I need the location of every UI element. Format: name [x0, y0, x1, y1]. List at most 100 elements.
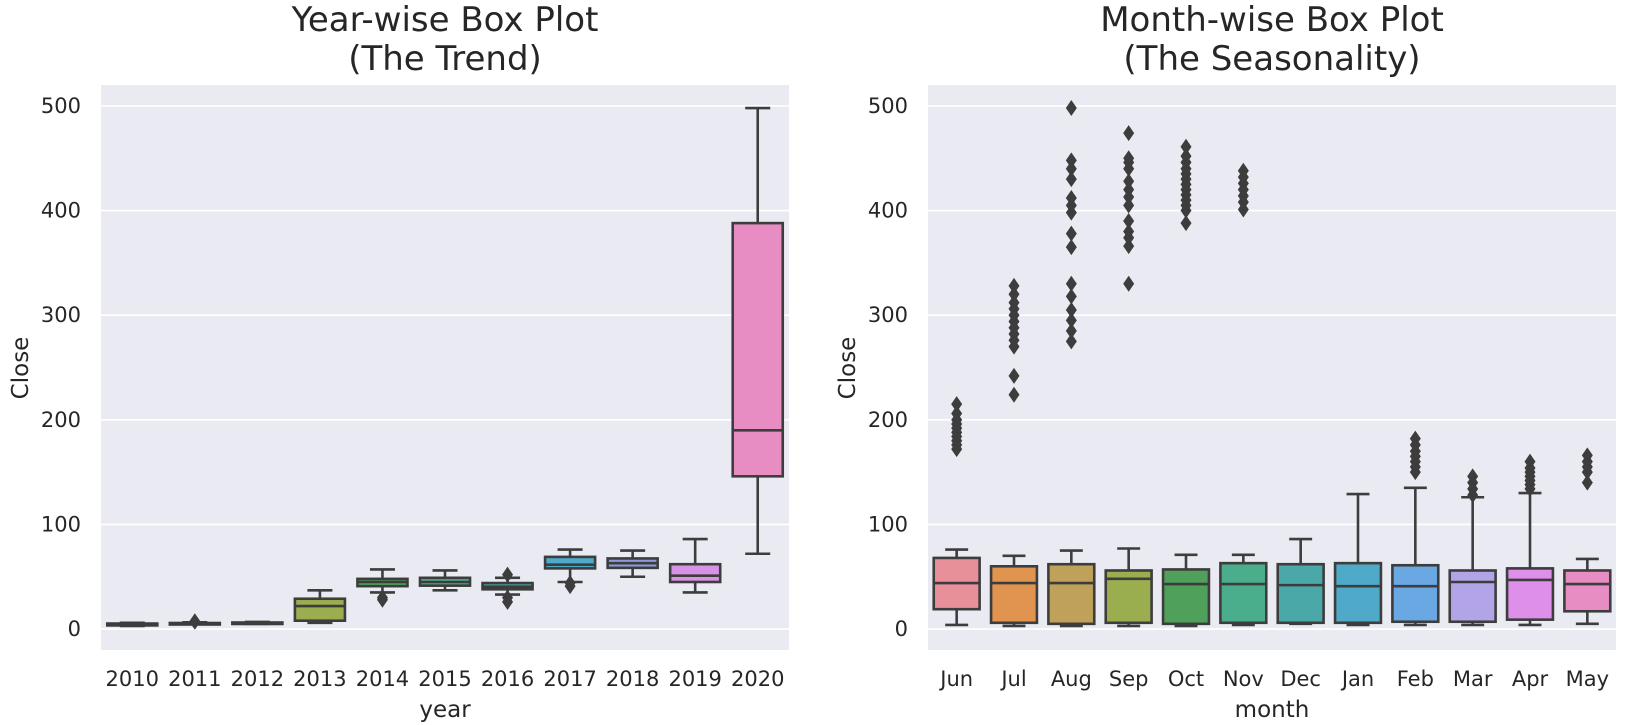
outlier-point	[1065, 171, 1077, 188]
outlier-point	[1065, 100, 1077, 117]
x-tick-label: 2013	[293, 667, 346, 691]
x-tick-label: Nov	[1223, 667, 1264, 691]
box-2018	[606, 549, 659, 579]
chart-title-line-1: Year-wise Box Plot	[291, 0, 599, 40]
x-tick-label: 2014	[356, 667, 409, 691]
iqr-box	[293, 597, 347, 623]
outlier-point	[1065, 312, 1077, 329]
outlier-point	[376, 589, 388, 606]
box-Apr	[1505, 453, 1555, 627]
box-2015	[418, 569, 472, 592]
chart-title-line-1: Month-wise Box Plot	[1100, 0, 1444, 40]
box-Jun	[932, 396, 981, 627]
outlier-point	[951, 396, 963, 413]
outlier-point	[1581, 474, 1593, 491]
y-tick-label: 200	[868, 408, 908, 432]
x-tick-labels: Jun Jul Aug Sep Oct Nov Dec Jan Feb Mar Apr May	[938, 667, 1609, 691]
box-2012	[231, 620, 284, 626]
outlier-point	[1409, 430, 1421, 447]
iqr-box	[1161, 568, 1211, 626]
y-axis-label: Close	[8, 337, 34, 400]
box-2011	[168, 613, 222, 630]
x-tick-label: May	[1566, 667, 1609, 691]
iqr-box	[543, 555, 597, 570]
chart-title-line-2: (The Seasonality)	[1123, 39, 1420, 79]
outlier-point	[1123, 213, 1135, 230]
outlier-point	[1008, 277, 1020, 294]
box-2014	[356, 568, 409, 608]
box-Feb	[1391, 430, 1440, 627]
y-axis-label: Close	[835, 337, 861, 400]
outlier-point	[502, 566, 514, 583]
outlier-point	[1065, 275, 1077, 292]
x-tick-label: 2011	[168, 667, 221, 691]
box-2010	[105, 621, 159, 628]
x-tick-label: Mar	[1453, 667, 1493, 691]
y-tick-label: 100	[868, 512, 908, 536]
outlier-point	[502, 589, 514, 606]
outlier-point	[1065, 239, 1077, 256]
outlier-point	[1008, 386, 1020, 403]
box-May	[1563, 447, 1612, 626]
iqr-box	[668, 562, 722, 584]
x-tick-label: 2015	[418, 667, 471, 691]
chart-title-line-2: (The Trend)	[348, 39, 542, 79]
x-tick-label: 2016	[481, 667, 534, 691]
outlier-point	[1467, 468, 1479, 485]
gridlines	[928, 105, 1616, 630]
outlier-point	[1524, 453, 1536, 470]
outlier-point	[1065, 301, 1077, 318]
outlier-point	[951, 405, 963, 422]
outlier-point	[1180, 215, 1192, 232]
plot-area	[928, 85, 1616, 650]
box-Nov	[1219, 162, 1268, 627]
outlier-point	[1237, 162, 1249, 179]
outlier-point	[1065, 225, 1077, 242]
outlier-point	[1123, 197, 1135, 214]
outlier-point	[1123, 173, 1135, 190]
x-axis-label: year	[419, 697, 471, 723]
x-tick-label: Apr	[1512, 667, 1549, 691]
y-tick-label: 300	[41, 303, 81, 327]
outlier-point	[1123, 275, 1135, 292]
x-tick-label: Jan	[1340, 667, 1374, 691]
y-tick-label: 200	[41, 408, 81, 432]
y-tick-label: 0	[68, 617, 81, 641]
iqr-box	[1448, 569, 1497, 624]
outlier-point	[1065, 322, 1077, 339]
outlier-point	[1065, 190, 1077, 206]
plot-area	[101, 85, 789, 650]
outlier-point	[1008, 294, 1020, 311]
x-tick-label: Sep	[1109, 667, 1149, 691]
box-2019	[668, 537, 722, 594]
box-Jul	[989, 277, 1039, 628]
outlier-point	[1065, 288, 1077, 305]
outlier-point	[1123, 223, 1135, 240]
y-tick-label: 500	[41, 94, 81, 118]
y-tick-labels: 0 100 200 300 400 500	[41, 94, 81, 641]
x-tick-label: 2019	[668, 667, 721, 691]
y-tick-label: 400	[868, 199, 908, 223]
outlier-point	[564, 575, 576, 592]
box-Oct	[1161, 138, 1211, 628]
box-Mar	[1448, 468, 1497, 627]
x-tick-label: 2018	[606, 667, 659, 691]
outlier-point	[1065, 160, 1077, 177]
x-tick-label: Dec	[1280, 667, 1321, 691]
x-tick-label: Aug	[1051, 667, 1092, 691]
month-wise-box-plot: 0 100 200 300 400 500 Jun Jul Aug Sep Oct Nov Dec Ja…	[835, 0, 1616, 723]
outlier-point	[1180, 138, 1192, 155]
iqr-box	[1219, 561, 1268, 625]
box-2013	[293, 589, 347, 625]
iqr-box	[1505, 567, 1555, 621]
y-tick-label: 100	[41, 512, 81, 536]
y-tick-labels: 0 100 200 300 400 500	[868, 94, 908, 641]
outlier-point	[1581, 447, 1593, 464]
x-tick-label: 2012	[231, 667, 284, 691]
gridlines	[101, 105, 789, 630]
box-Aug	[1047, 100, 1096, 628]
box-2016	[481, 566, 534, 610]
y-tick-label: 400	[41, 199, 81, 223]
